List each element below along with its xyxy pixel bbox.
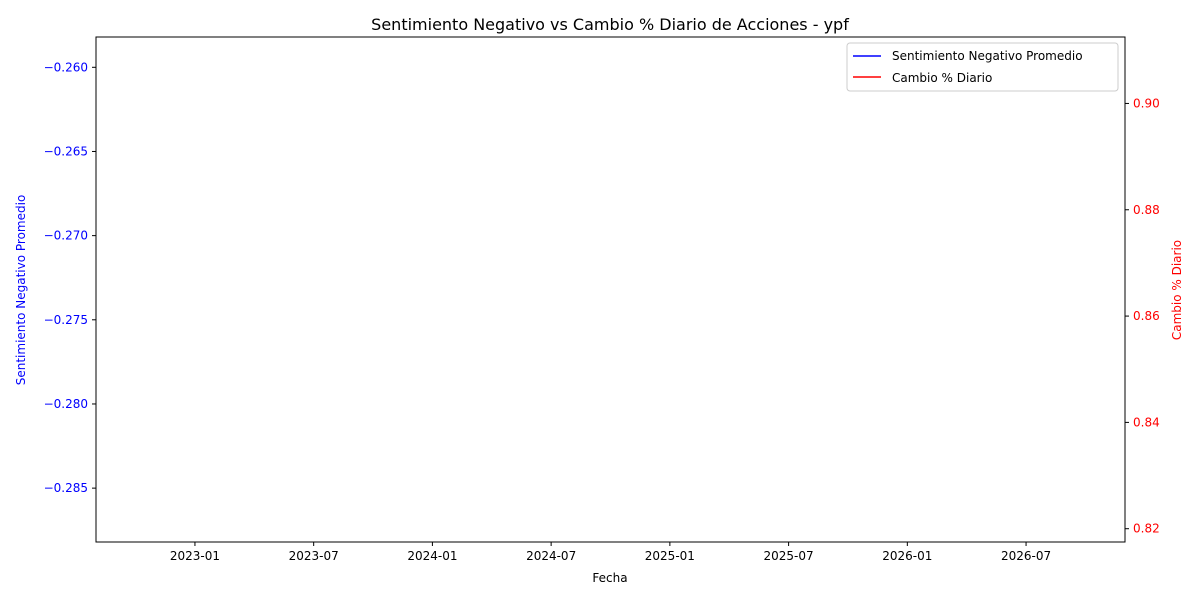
legend-label-sentiment: Sentimiento Negativo Promedio <box>892 49 1083 63</box>
y-right-tick-label: 0.86 <box>1133 309 1160 323</box>
y-right-tick-label: 0.88 <box>1133 203 1160 217</box>
y-left-tick-label: −0.285 <box>44 481 88 495</box>
x-tick-label: 2026-01 <box>882 549 932 563</box>
x-tick-label: 2026-07 <box>1001 549 1051 563</box>
x-tick-label: 2023-01 <box>170 549 220 563</box>
x-axis-label: Fecha <box>592 571 627 585</box>
x-axis: 2023-01 2023-07 2024-01 2024-07 2025-01 2025-… <box>170 542 1051 563</box>
x-tick-label: 2025-01 <box>645 549 695 563</box>
y-left-tick-label: −0.275 <box>44 313 88 327</box>
legend-label-change: Cambio % Diario <box>892 71 992 85</box>
x-tick-label: 2024-07 <box>526 549 576 563</box>
x-tick-label: 2024-01 <box>407 549 457 563</box>
y-axis-left-label: Sentimiento Negativo Promedio <box>14 195 28 386</box>
y-left-tick-label: −0.260 <box>44 60 88 74</box>
chart-title: Sentimiento Negativo vs Cambio % Diario … <box>371 15 849 34</box>
x-tick-label: 2023-07 <box>289 549 339 563</box>
y-axis-left: −0.260 −0.265 −0.270 −0.275 −0.280 −0.285 <box>44 60 96 495</box>
plot-area <box>95 36 1126 543</box>
x-tick-label: 2025-07 <box>764 549 814 563</box>
y-right-tick-label: 0.90 <box>1133 96 1160 110</box>
y-axis-right: 0.90 0.88 0.86 0.84 0.82 <box>1125 96 1160 536</box>
y-right-tick-label: 0.84 <box>1133 415 1160 429</box>
y-left-tick-label: −0.270 <box>44 229 88 243</box>
y-left-tick-label: −0.265 <box>44 144 88 158</box>
y-right-tick-label: 0.82 <box>1133 522 1160 536</box>
y-left-tick-label: −0.280 <box>44 397 88 411</box>
legend: Sentimiento Negativo Promedio Cambio % D… <box>846 42 1119 92</box>
legend-box <box>846 42 1119 92</box>
y-axis-right-label: Cambio % Diario <box>1170 240 1184 340</box>
